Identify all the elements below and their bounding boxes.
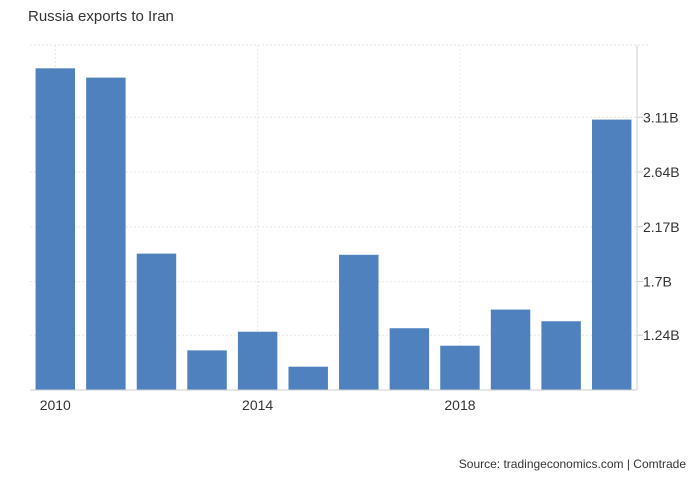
bar-2011 — [86, 77, 126, 390]
bar-2012 — [136, 253, 177, 390]
bar-2014 — [237, 331, 278, 390]
bar-2020 — [541, 321, 581, 390]
bar-2019 — [490, 309, 531, 390]
bar-2017 — [389, 328, 430, 390]
x-tick-label: 2010 — [40, 397, 71, 413]
source-note: Source: tradingeconomics.com | Comtrade — [458, 457, 686, 471]
y-tick-label: 2.17B — [643, 219, 680, 235]
x-tick-label: 2018 — [444, 397, 475, 413]
y-tick-label: 2.64B — [643, 164, 680, 180]
bar-2010 — [35, 68, 76, 390]
bar-2015 — [288, 366, 328, 390]
y-tick-label: 1.24B — [643, 327, 680, 343]
y-tick-label: 3.11B — [643, 109, 679, 125]
y-tick-label: 1.7B — [643, 274, 672, 290]
bar-2016 — [339, 254, 379, 390]
bar-2018 — [440, 345, 480, 390]
x-tick-label: 2014 — [242, 397, 273, 413]
bar-2021 — [591, 119, 632, 390]
chart-title: Russia exports to Iran — [28, 8, 174, 25]
bar-2013 — [187, 350, 227, 390]
